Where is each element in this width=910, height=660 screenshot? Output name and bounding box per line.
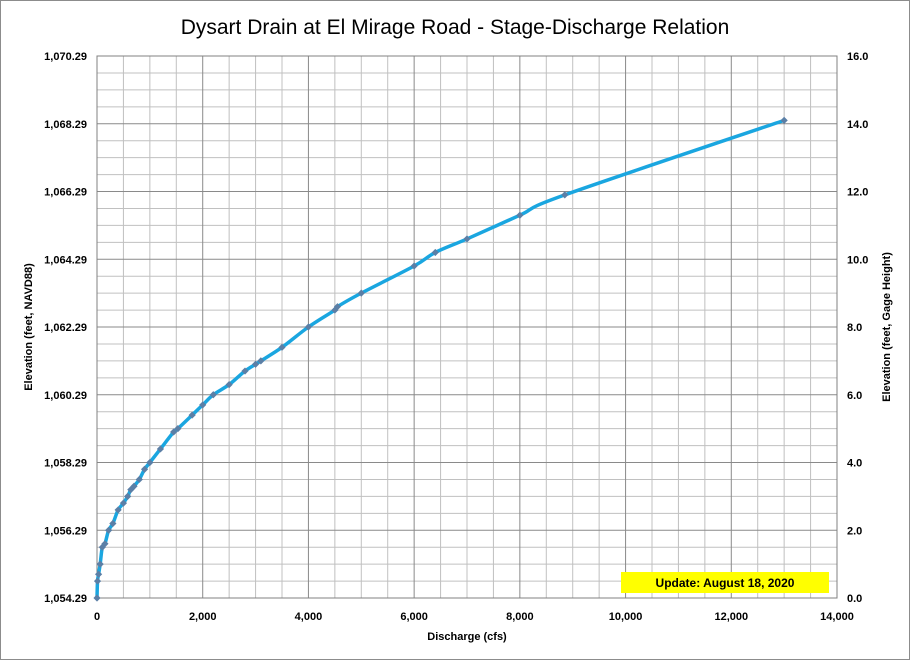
y-left-tick-label: 1,056.29 — [44, 525, 87, 537]
data-point-marker — [304, 323, 313, 331]
update-note-box — [621, 572, 829, 593]
y-right-axis-label: Elevation (feet, Gage Height) — [881, 252, 893, 402]
data-point-marker — [119, 499, 128, 507]
data-point-marker — [188, 411, 196, 419]
y-right-tick-label: 0.0 — [847, 593, 862, 605]
x-tick-label: 0 — [94, 611, 100, 623]
data-point-marker — [101, 540, 109, 548]
data-point-marker — [516, 211, 524, 219]
y-right-tick-label: 2.0 — [847, 525, 862, 537]
data-point-marker — [431, 248, 439, 257]
data-point-marker — [780, 116, 788, 124]
x-tick-label: 6,000 — [400, 611, 428, 623]
plot-border — [96, 55, 838, 599]
y-right-tick-label: 6.0 — [847, 390, 862, 402]
data-point-marker — [96, 560, 104, 568]
data-point-marker — [199, 401, 207, 409]
data-point-marker — [170, 428, 178, 436]
y-right-tick-label: 14.0 — [847, 119, 868, 131]
y-left-tick-label: 1,070.29 — [44, 51, 87, 63]
y-right-tick-label: 12.0 — [847, 187, 868, 199]
data-point-marker — [94, 570, 103, 578]
x-axis-label: Discharge (cfs) — [427, 631, 507, 643]
y-left-axis-label: Elevation (feet, NAVD88) — [23, 263, 35, 391]
data-point-marker — [174, 425, 182, 433]
y-left-tick-label: 1,066.29 — [44, 187, 87, 199]
data-point-marker — [109, 519, 117, 528]
data-point-marker — [124, 492, 132, 500]
data-point-marker — [146, 458, 154, 467]
data-point-marker — [114, 506, 122, 514]
y-left-tick-label: 1,058.29 — [44, 458, 87, 470]
data-point-marker — [251, 360, 260, 368]
y-right-tick-label: 4.0 — [847, 458, 862, 470]
data-point-marker — [257, 357, 265, 365]
y-left-tick-label: 1,062.29 — [44, 322, 87, 334]
y-right-tick-label: 10.0 — [847, 254, 868, 266]
y-left-tick-label: 1,054.29 — [44, 593, 87, 605]
data-point-marker — [140, 465, 149, 473]
data-point-marker — [93, 594, 101, 602]
y-left-tick-label: 1,060.29 — [44, 390, 87, 402]
data-point-marker — [278, 343, 286, 351]
x-tick-label: 8,000 — [506, 611, 534, 623]
data-point-marker — [333, 303, 342, 311]
chart-title: Dysart Drain at El Mirage Road - Stage-D… — [181, 16, 730, 39]
data-point-marker — [357, 289, 365, 297]
data-point-marker — [209, 391, 217, 399]
data-point-marker — [241, 367, 249, 375]
x-tick-label: 14,000 — [820, 611, 854, 623]
data-point-marker — [561, 191, 569, 199]
x-tick-label: 12,000 — [714, 611, 748, 623]
y-left-tick-label: 1,064.29 — [44, 254, 87, 266]
data-point-marker — [225, 380, 233, 389]
y-right-tick-label: 16.0 — [847, 51, 868, 63]
data-point-marker — [127, 486, 135, 494]
data-point-marker — [410, 262, 418, 270]
data-point-marker — [105, 526, 113, 534]
data-point-marker — [463, 235, 471, 243]
data-point-marker — [93, 577, 102, 585]
data-point-marker — [156, 445, 165, 453]
x-tick-label: 2,000 — [189, 611, 217, 623]
data-point-marker — [130, 482, 138, 490]
x-tick-label: 4,000 — [295, 611, 323, 623]
update-note: Update: August 18, 2020 — [656, 576, 795, 590]
y-left-tick-label: 1,068.29 — [44, 119, 87, 131]
y-right-tick-label: 8.0 — [847, 322, 862, 334]
x-tick-label: 10,000 — [609, 611, 643, 623]
data-point-marker — [135, 475, 143, 484]
